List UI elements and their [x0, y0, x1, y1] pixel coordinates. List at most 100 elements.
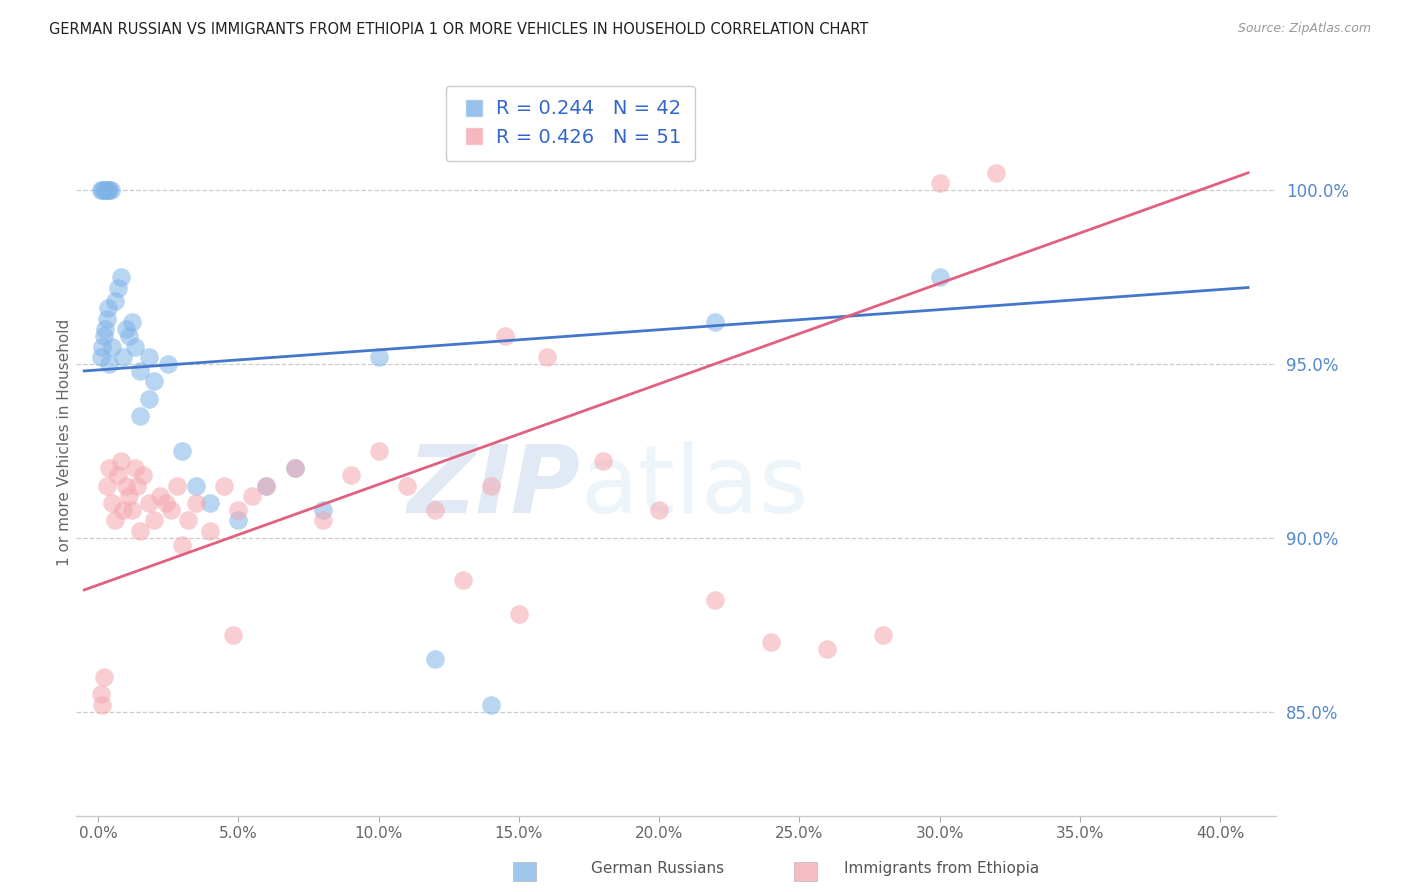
Point: [100, 183, 122, 197]
Point: [93, 183, 115, 197]
Point: [115, 322, 138, 336]
Point: [91, 183, 114, 197]
Point: [121, 315, 143, 329]
Point: [214, 478, 236, 492]
Point: [256, 478, 278, 492]
Point: [129, 409, 152, 424]
Point: [166, 478, 188, 492]
Point: [110, 270, 132, 285]
Point: [138, 350, 160, 364]
Text: Immigrants from Ethiopia: Immigrants from Ethiopia: [844, 861, 1039, 876]
Point: [98, 357, 121, 371]
Point: [90, 183, 112, 197]
Point: [283, 461, 305, 475]
Point: [118, 329, 141, 343]
Point: [761, 635, 783, 649]
Point: [96, 183, 118, 197]
Point: [97, 183, 120, 197]
Point: [423, 652, 446, 666]
Point: [536, 350, 558, 364]
Point: [160, 503, 183, 517]
Point: [98, 461, 121, 475]
Point: [339, 468, 361, 483]
Point: [94, 183, 117, 197]
Point: [118, 489, 141, 503]
Point: [283, 461, 305, 475]
Point: [101, 340, 124, 354]
Point: [242, 489, 264, 503]
Point: [107, 280, 129, 294]
Point: [104, 294, 127, 309]
Point: [256, 478, 278, 492]
Point: [928, 270, 950, 285]
Point: [508, 607, 530, 622]
Point: [93, 670, 115, 684]
Point: [104, 513, 127, 527]
Point: [101, 496, 124, 510]
Point: [132, 468, 155, 483]
Point: [177, 513, 200, 527]
Point: [592, 454, 614, 468]
Point: [186, 496, 208, 510]
Text: German Russians: German Russians: [591, 861, 724, 876]
Point: [423, 503, 446, 517]
Point: [157, 357, 180, 371]
Point: [91, 340, 114, 354]
Point: [815, 642, 838, 657]
Point: [704, 593, 727, 607]
Point: [121, 503, 143, 517]
Text: Source: ZipAtlas.com: Source: ZipAtlas.com: [1237, 22, 1371, 36]
Point: [124, 461, 146, 475]
Point: [127, 478, 149, 492]
Point: [928, 176, 950, 190]
Point: [311, 513, 333, 527]
Point: [93, 329, 115, 343]
Point: [186, 478, 208, 492]
Point: [704, 315, 727, 329]
Point: [138, 496, 160, 510]
Point: [129, 524, 152, 538]
Point: [94, 322, 117, 336]
Point: [367, 350, 389, 364]
Point: [172, 443, 194, 458]
Point: [115, 478, 138, 492]
Point: [222, 628, 245, 642]
Point: [200, 524, 222, 538]
Point: [311, 503, 333, 517]
Text: atlas: atlas: [579, 441, 808, 533]
Point: [479, 698, 502, 712]
Point: [129, 364, 152, 378]
Point: [90, 687, 112, 701]
Point: [395, 478, 418, 492]
Point: [172, 538, 194, 552]
Point: [98, 183, 121, 197]
Point: [984, 166, 1007, 180]
Point: [107, 468, 129, 483]
Point: [149, 489, 172, 503]
Point: [97, 301, 120, 316]
Point: [138, 392, 160, 406]
Point: [96, 311, 118, 326]
Legend: R = 0.244   N = 42, R = 0.426   N = 51: R = 0.244 N = 42, R = 0.426 N = 51: [446, 86, 695, 161]
Point: [451, 573, 474, 587]
Point: [90, 350, 112, 364]
Point: [367, 443, 389, 458]
Text: GERMAN RUSSIAN VS IMMIGRANTS FROM ETHIOPIA 1 OR MORE VEHICLES IN HOUSEHOLD CORRE: GERMAN RUSSIAN VS IMMIGRANTS FROM ETHIOP…: [49, 22, 869, 37]
Point: [872, 628, 894, 642]
Point: [155, 496, 177, 510]
Point: [479, 478, 502, 492]
Y-axis label: 1 or more Vehicles in Household: 1 or more Vehicles in Household: [58, 318, 72, 566]
Point: [200, 496, 222, 510]
Point: [96, 478, 118, 492]
Point: [228, 503, 250, 517]
Point: [112, 350, 135, 364]
Point: [648, 503, 671, 517]
Point: [228, 513, 250, 527]
Point: [91, 698, 114, 712]
Point: [494, 329, 516, 343]
Point: [143, 513, 166, 527]
Point: [143, 375, 166, 389]
Point: [124, 340, 146, 354]
Point: [112, 503, 135, 517]
Point: [110, 454, 132, 468]
